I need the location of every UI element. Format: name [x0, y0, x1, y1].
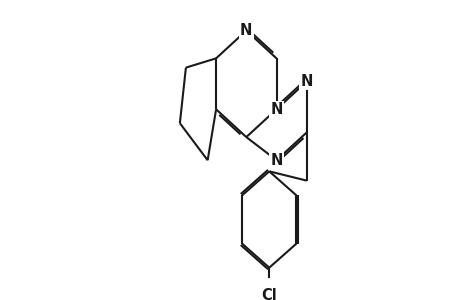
Text: N: N — [300, 74, 312, 89]
Text: N: N — [270, 153, 282, 168]
Text: N: N — [270, 102, 282, 117]
Text: N: N — [240, 23, 252, 38]
Text: Cl: Cl — [261, 288, 276, 300]
